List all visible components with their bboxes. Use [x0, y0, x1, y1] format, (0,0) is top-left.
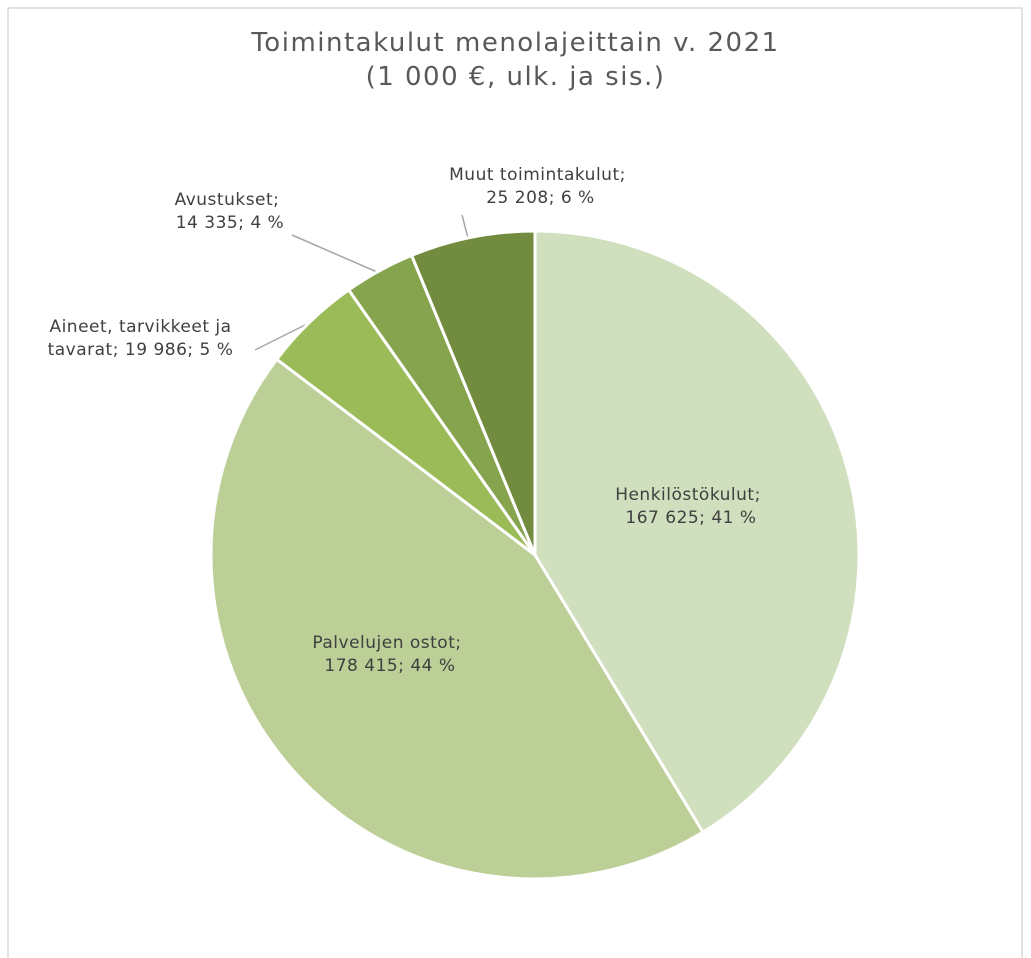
leader-line — [291, 234, 378, 273]
data-label: Henkilöstökulut; 167 625; 41 % — [598, 484, 778, 530]
data-label: Muut toimintakulut; 25 208; 6 % — [420, 164, 655, 210]
value-label: 167 625; 41 % — [625, 508, 757, 528]
category-label: Muut toimintakulut; — [449, 165, 626, 185]
data-label: Avustukset; 14 335; 4 % — [142, 189, 312, 235]
value-label: 25 208; 6 % — [486, 188, 595, 208]
slice — [209, 357, 705, 881]
data-label: Aineet, tarvikkeet ja tavarat; 19 986; 5 … — [18, 316, 263, 362]
value-label: 14 335; 4 % — [175, 213, 285, 233]
frame — [7, 7, 1023, 958]
chart-subtitle: (1 000 €, ulk. ja sis.) — [365, 62, 666, 92]
category-label: Aineet, tarvikkeet ja tavarat; — [47, 317, 232, 360]
value-label: 178 415; 44 % — [324, 656, 456, 676]
slices — [209, 229, 861, 881]
category-label: Henkilöstökulut; — [615, 485, 761, 505]
leader-line — [461, 214, 469, 239]
slice — [409, 229, 537, 556]
leader-lines — [254, 214, 469, 351]
value-label: 19 986; 5 % — [124, 340, 234, 360]
category-label: Avustukset; — [174, 190, 280, 210]
leader-line — [254, 323, 308, 351]
chart-title: Toimintakulut menolajeittain v. 2021 — [251, 28, 780, 58]
slice — [533, 229, 861, 835]
data-label: Palvelujen ostot; 178 415; 44 % — [272, 632, 502, 678]
category-label: Palvelujen ostot; — [312, 633, 462, 653]
